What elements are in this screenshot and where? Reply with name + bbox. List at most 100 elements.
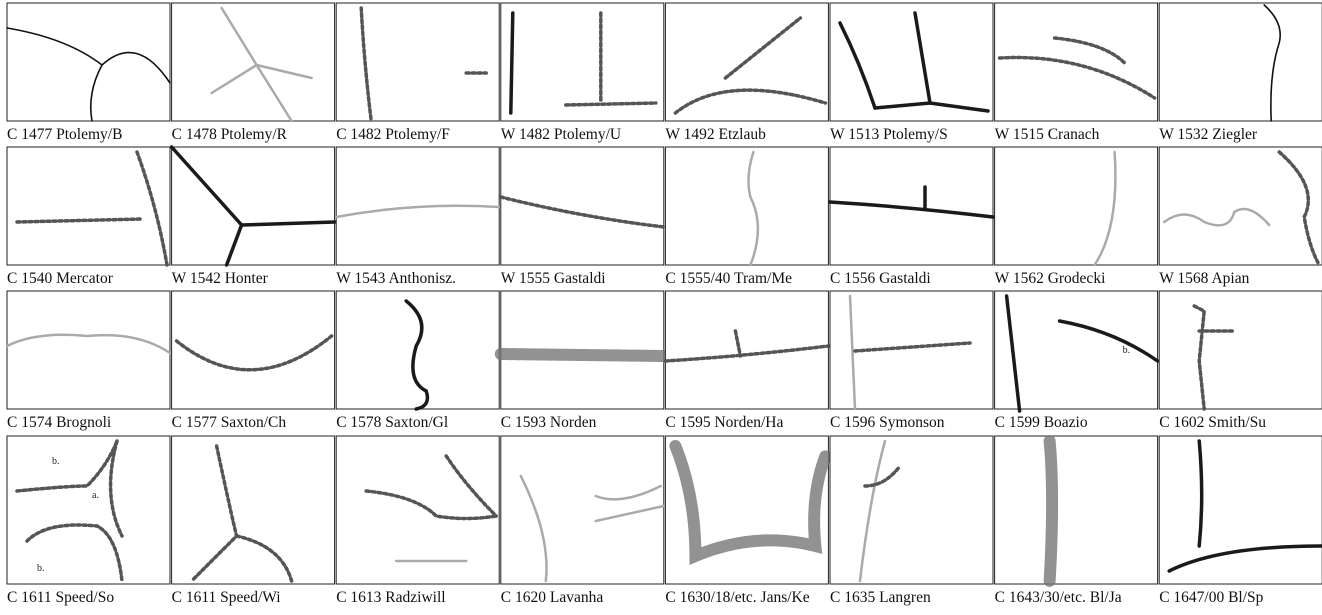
figure-cell: W 1542 Honter	[169, 145, 337, 287]
figure-cell: W 1492 Etzlaub	[664, 2, 829, 143]
road-symbol	[239, 220, 337, 227]
thumbnail-frame	[1158, 2, 1322, 122]
thumbnail-content	[519, 474, 666, 583]
figure-cell: b. a. b. C 1611 Speed/So	[6, 435, 171, 606]
figure-cell: C 1602 Smith/Su	[1158, 290, 1322, 431]
thumbnail-content	[828, 185, 995, 219]
figure-cell: W 1515 Cranach	[994, 2, 1159, 143]
road-symbol	[1167, 544, 1322, 573]
thumbnail-frame	[994, 146, 1159, 266]
road-symbol	[1162, 207, 1271, 227]
road-symbol	[1043, 435, 1059, 587]
road-symbol	[404, 299, 430, 411]
caption: C 1593 Norden	[501, 414, 597, 431]
road-symbol	[1057, 319, 1160, 363]
thumbnail-frame	[829, 435, 994, 585]
thumbnail-frame	[994, 2, 1159, 122]
caption: C 1556 Gastaldi	[830, 270, 931, 287]
thumbnail-frame	[171, 435, 336, 585]
figure-cell: C 1578 Saxton/Gl	[335, 290, 500, 431]
road-symbol	[1192, 304, 1207, 411]
road-symbol	[15, 217, 144, 224]
road-symbol	[1093, 150, 1117, 267]
road-symbol	[1263, 4, 1281, 122]
thumbnail-frame	[1158, 435, 1322, 585]
thumbnail-frame	[1158, 290, 1322, 410]
caption: C 1611 Speed/So	[7, 589, 114, 606]
thumbnail-frame	[335, 435, 500, 585]
road-symbol	[494, 348, 670, 362]
figure-cell: W 1568 Apian	[1158, 146, 1322, 287]
thumbnail-frame	[1158, 146, 1322, 266]
thumbnail-frame	[171, 2, 336, 122]
road-symbol	[499, 195, 666, 229]
figure-cell: C 1647/00 Bl/Sp	[1158, 435, 1322, 606]
road-symbol	[89, 64, 103, 122]
thumbnail-content	[5, 333, 172, 355]
road-symbol	[1277, 150, 1321, 267]
thumbnail-content	[669, 440, 832, 565]
figure-cell: C 1613 Radziwill	[335, 435, 500, 606]
figure-cell: W 1555 Gastaldi	[499, 146, 666, 287]
road-symbol	[5, 333, 172, 355]
caption: C 1540 Mercator	[7, 270, 114, 287]
caption: W 1515 Cranach	[995, 126, 1100, 143]
thumbnail-frame	[994, 435, 1159, 585]
figure-cell: C 1595 Norden/Ha	[663, 290, 831, 431]
caption: W 1568 Apian	[1159, 270, 1249, 287]
road-symbol	[174, 334, 334, 372]
thumbnail-frame	[6, 435, 171, 585]
thumbnail-frame	[171, 290, 336, 410]
caption: W 1532 Ziegler	[1159, 126, 1258, 143]
figure-cell: C 1635 Langren	[829, 435, 994, 606]
thumbnail-frame	[500, 146, 665, 266]
caption: C 1630/18/etc. Jans/Ke	[665, 589, 809, 606]
road-symbol	[1004, 294, 1022, 413]
thumbnail-content	[1004, 294, 1160, 413]
thumbnail-content	[838, 11, 990, 113]
road-symbol	[733, 329, 743, 358]
caption: C 1611 Speed/Wi	[172, 589, 282, 606]
caption: C 1596 Symonson	[830, 414, 945, 431]
caption: C 1482 Ptolemy/F	[336, 126, 450, 143]
caption: C 1555/40 Tram/Me	[665, 270, 792, 287]
caption: W 1513 Ptolemy/S	[830, 126, 948, 143]
road-symbol	[853, 341, 972, 353]
thumbnail-frame	[6, 146, 171, 266]
thumbnail-content	[747, 150, 760, 267]
figure-cell: C 1577 Saxton/Ch	[171, 290, 336, 431]
road-symbol	[108, 439, 124, 538]
caption: C 1574 Brognoli	[7, 414, 112, 431]
road-symbol	[1197, 439, 1204, 548]
road-symbol	[828, 200, 995, 219]
thumbnail-frame	[994, 290, 1159, 410]
thumbnail-content	[509, 11, 658, 115]
figure-cell: C 1630/18/etc. Jans/Ke	[664, 435, 832, 606]
road-symbol	[224, 223, 244, 267]
road-symbol	[913, 11, 932, 105]
thumbnail-content	[1192, 304, 1236, 411]
caption: C 1577 Saxton/Ch	[172, 414, 287, 431]
figure-cell: C 1478 Ptolemy/R	[171, 2, 336, 143]
figure-cell: W 1532 Ziegler	[1158, 2, 1322, 143]
thumbnail-content	[1167, 439, 1322, 573]
figure-cell: C 1477 Ptolemy/B	[6, 2, 171, 143]
caption: W 1555 Gastaldi	[501, 270, 606, 287]
caption: W 1543 Anthonisz.	[336, 270, 456, 287]
caption: C 1635 Langren	[830, 589, 931, 606]
thumbnail-frame	[829, 146, 994, 266]
road-symbol	[594, 504, 666, 523]
inset-label: b.	[37, 563, 45, 574]
road-symbol	[997, 55, 1157, 100]
thumbnail-frame	[171, 146, 336, 266]
thumbnail-content	[6, 27, 171, 122]
thumbnail-content	[15, 439, 124, 583]
thumbnail-content	[499, 195, 666, 229]
thumbnail-frame	[500, 2, 665, 122]
road-symbol	[509, 11, 515, 115]
road-symbol	[169, 145, 244, 227]
figure-cell: C 1643/30/etc. Bl/Ja	[994, 435, 1159, 606]
caption: W 1492 Etzlaub	[665, 126, 766, 143]
road-symbol	[858, 439, 887, 583]
thumbnail-frame	[500, 435, 665, 585]
